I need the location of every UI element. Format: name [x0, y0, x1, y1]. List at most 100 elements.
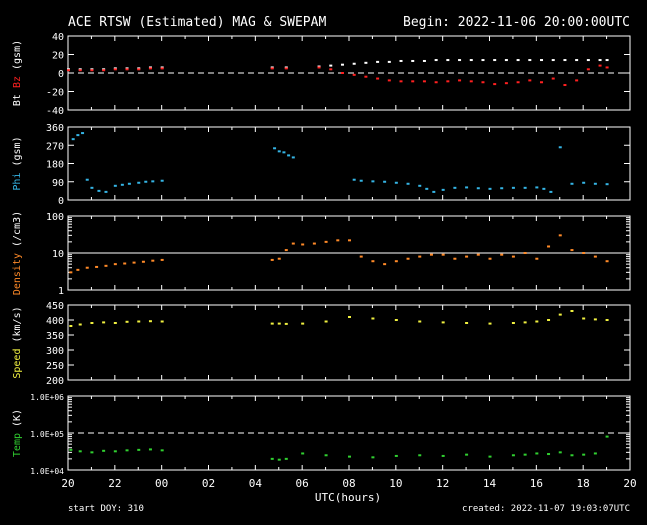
data-point — [605, 59, 609, 62]
data-point — [113, 68, 117, 71]
x-tick-label: 22 — [108, 477, 121, 490]
data-point — [493, 83, 497, 86]
data-point — [516, 81, 520, 84]
data-point — [90, 451, 94, 454]
data-point — [511, 255, 515, 258]
data-point — [598, 59, 602, 62]
data-point — [123, 262, 127, 265]
data-point — [493, 59, 497, 62]
data-point — [144, 180, 148, 183]
y-tick-label: 10 — [52, 249, 64, 260]
data-point — [270, 322, 274, 325]
data-point — [329, 68, 333, 71]
data-point — [78, 69, 82, 72]
data-point — [348, 316, 351, 318]
data-point — [284, 249, 288, 252]
y-tick-label: 0 — [58, 196, 64, 207]
y-axis-label-part: (gsm) — [12, 40, 23, 76]
y-tick-label: -40 — [46, 106, 64, 117]
x-axis-ticks: 20 22 00 02 04 06 08 10 12 14 16 18 20 — [61, 477, 636, 490]
data-point — [90, 186, 94, 189]
data-point — [458, 79, 462, 82]
data-point — [535, 186, 539, 189]
data-point — [317, 66, 321, 69]
data-point — [446, 80, 450, 83]
data-point — [69, 271, 73, 274]
data-point — [523, 321, 527, 324]
data-point — [273, 147, 277, 150]
data-point — [465, 255, 469, 258]
data-point — [411, 80, 415, 83]
data-point — [563, 84, 567, 87]
data-point — [399, 59, 403, 62]
data-point — [277, 257, 281, 260]
data-point — [160, 67, 164, 70]
data-point — [151, 180, 155, 183]
data-point — [284, 67, 288, 70]
data-point — [500, 187, 504, 190]
data-point — [376, 77, 380, 80]
y-tick-label: 1 — [58, 286, 64, 297]
data-point — [598, 64, 602, 67]
data-point — [113, 263, 117, 266]
panel-frame — [67, 126, 631, 201]
data-point — [301, 452, 305, 455]
data-point — [469, 59, 473, 62]
series-bt — [67, 59, 609, 71]
data-point — [429, 253, 433, 256]
data-point — [406, 182, 410, 185]
data-point — [113, 322, 117, 324]
data-point — [78, 323, 82, 326]
data-point — [582, 252, 586, 254]
data-point — [76, 268, 80, 271]
data-point — [352, 62, 356, 65]
data-point — [81, 132, 85, 135]
y-axis-label: Bt Bz (gsm) — [12, 40, 23, 106]
data-point — [340, 63, 344, 66]
data-point — [359, 179, 363, 182]
data-point — [95, 265, 99, 268]
data-point — [301, 243, 305, 246]
data-point — [148, 320, 152, 323]
data-point — [453, 257, 457, 260]
y-tick-label: 400 — [46, 316, 64, 327]
data-point — [469, 80, 473, 83]
data-point — [605, 319, 609, 321]
data-point — [160, 179, 164, 182]
plot-title: ACE RTSW (Estimated) MAG & SWEPAM — [68, 15, 326, 30]
x-tick-label: 12 — [436, 477, 449, 490]
data-point — [547, 453, 551, 456]
data-point — [540, 81, 544, 84]
data-point — [511, 322, 515, 324]
data-point — [586, 68, 590, 71]
data-point — [148, 448, 152, 451]
data-point — [85, 178, 89, 181]
data-point — [148, 67, 152, 70]
data-point — [528, 79, 532, 82]
data-point — [104, 190, 108, 193]
data-point — [418, 184, 422, 187]
data-point — [277, 458, 281, 461]
series-density — [69, 234, 609, 274]
data-point — [511, 186, 515, 189]
data-point — [425, 187, 429, 190]
data-point — [270, 258, 274, 261]
y-axis-label-name: Density — [12, 253, 23, 295]
data-point — [125, 320, 129, 323]
data-point — [593, 182, 597, 185]
y-tick-label: 180 — [46, 160, 64, 171]
x-tick-label: 20 — [61, 477, 74, 490]
data-point — [364, 61, 368, 64]
data-point — [570, 182, 574, 185]
data-point — [387, 60, 391, 63]
data-point — [528, 59, 532, 62]
x-tick-label: 20 — [623, 477, 636, 490]
y-axis-label-part: Bt — [12, 94, 23, 106]
data-point — [102, 69, 106, 72]
data-point — [511, 454, 515, 457]
x-axis-label: UTC(hours) — [315, 491, 381, 504]
data-point — [394, 260, 398, 263]
y-tick-label: 270 — [46, 141, 64, 152]
